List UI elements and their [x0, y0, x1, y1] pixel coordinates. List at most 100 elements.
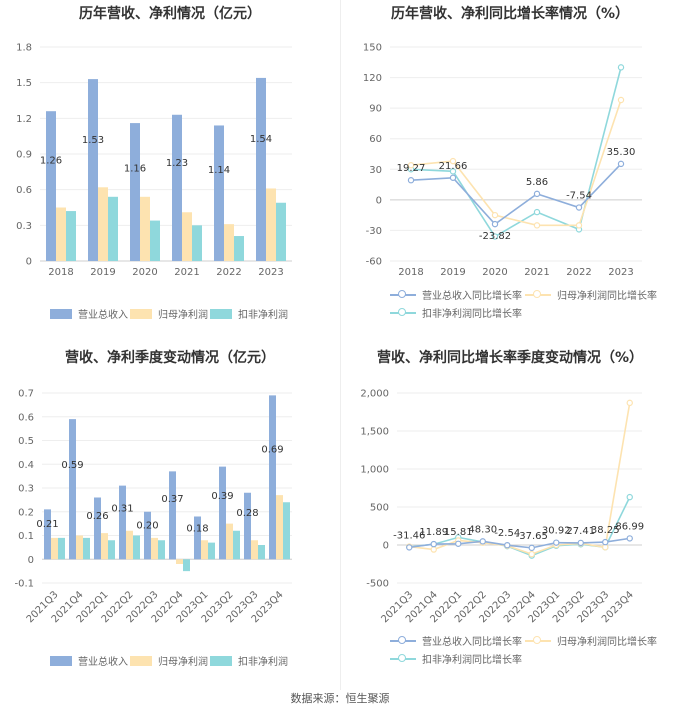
series-line-归母净利润同比增长率 — [410, 99, 622, 227]
series-line-扣非净利润同比增长率 — [410, 67, 622, 238]
bar-扣非净利润 — [66, 211, 76, 261]
x-tick-label: 2019 — [440, 267, 465, 278]
legend-label: 扣非净利润同比增长率 — [422, 309, 522, 320]
y-tick-label: 0.4 — [18, 460, 34, 471]
data-label: 19.27 — [397, 163, 426, 174]
data-label: 35.30 — [607, 147, 636, 158]
y-tick-label: 30 — [369, 165, 382, 176]
series-point-扣非净利润同比增长率 — [491, 233, 499, 240]
data-label: 0.31 — [111, 503, 133, 514]
series-point-营业总收入同比增长率 — [430, 540, 437, 548]
legend-item-revenue-growth: 营业总收入同比增长率 — [390, 287, 522, 302]
y-tick-label: 0 — [383, 541, 389, 552]
series-point-营业总收入同比增长率 — [449, 174, 457, 181]
data-label: 0.21 — [36, 519, 58, 530]
chart-plot: -0.100.10.20.30.40.50.60.72021Q32021Q420… — [14, 389, 292, 625]
legend-item-deducted-profit-growth: 扣非净利润同比增长率 — [390, 651, 522, 666]
bar-营业总收入 — [194, 516, 201, 560]
data-label: -37.65 — [516, 531, 548, 542]
bar-扣非净利润 — [208, 542, 215, 560]
series-point-归母净利润同比增长率 — [407, 162, 415, 169]
bar-营业总收入 — [244, 492, 251, 560]
data-label: 1.14 — [208, 165, 230, 176]
x-tick-label: 2022 — [566, 267, 591, 278]
y-tick-label: 0.6 — [16, 185, 32, 196]
y-tick-label: -30 — [366, 226, 382, 237]
data-label: 0.26 — [86, 511, 108, 522]
data-label: -2.54 — [494, 528, 520, 539]
legend-label: 扣非净利润 — [238, 310, 288, 321]
y-tick-label: 1.5 — [16, 78, 32, 89]
series-point-营业总收入同比增长率 — [617, 160, 625, 168]
bar-营业总收入 — [214, 125, 224, 261]
y-tick-label: 120 — [363, 73, 382, 84]
bar-归母净利润 — [51, 537, 58, 560]
data-label: 1.16 — [124, 163, 146, 174]
legend-swatch — [130, 308, 152, 319]
bar-扣非净利润 — [83, 537, 90, 560]
data-label: 0.59 — [61, 460, 83, 471]
data-label: -31.46 — [393, 530, 425, 541]
data-source-note: 数据来源：恒生聚源 — [290, 692, 390, 705]
bar-归母净利润 — [56, 207, 66, 261]
y-tick-label: 60 — [369, 134, 382, 145]
legend-item-deducted-profit-growth: 扣非净利润同比增长率 — [390, 305, 522, 320]
legend-label: 扣非净利润 — [238, 657, 288, 668]
data-label: 1.26 — [40, 156, 62, 167]
series-point-营业总收入同比增长率 — [528, 544, 535, 552]
y-tick-label: 0.5 — [18, 436, 34, 447]
bar-归母净利润 — [140, 196, 150, 261]
legend-item-net-profit-growth: 归母净利润同比增长率 — [525, 287, 657, 302]
bar-营业总收入 — [256, 77, 266, 262]
series-point-归母净利润同比增长率 — [449, 157, 457, 165]
legend-swatch — [130, 655, 152, 666]
bar-扣非净利润 — [192, 225, 202, 261]
series-line-归母净利润同比增长率 — [409, 402, 631, 555]
bar-扣非净利润 — [233, 530, 240, 560]
data-label: 21.66 — [439, 161, 468, 172]
legend-label: 营业总收入 — [78, 657, 128, 668]
series-point-扣非净利润同比增长率 — [626, 493, 633, 501]
legend-label: 营业总收入同比增长率 — [422, 291, 522, 302]
legend-swatch — [50, 308, 72, 319]
y-tick-label: 0.3 — [18, 484, 34, 495]
data-label: 0.39 — [211, 491, 233, 502]
bar-扣非净利润 — [258, 545, 265, 560]
bar-扣非净利润 — [158, 540, 165, 560]
x-tick-label: 2021 — [524, 267, 549, 278]
series-line-营业总收入同比增长率 — [409, 537, 630, 549]
bar-归母净利润 — [182, 212, 192, 261]
bar-归母净利润 — [276, 495, 283, 560]
chart-title: 营收、净利季度变动情况（亿元） — [65, 350, 275, 366]
chart-title: 历年营收、净利情况（亿元） — [79, 6, 261, 22]
legend-item-net-profit-growth: 归母净利润同比增长率 — [525, 633, 657, 648]
series-point-扣非净利润同比增长率 — [617, 64, 625, 71]
bar-归母净利润 — [151, 537, 158, 560]
series-line-营业总收入同比增长率 — [410, 163, 622, 226]
series-point-营业总收入同比增长率 — [455, 540, 462, 547]
y-tick-label: 0 — [26, 257, 32, 268]
bar-营业总收入 — [269, 395, 276, 560]
data-label: 38.25 — [591, 525, 620, 536]
y-tick-label: 500 — [370, 503, 389, 514]
y-tick-label: 2,000 — [360, 389, 389, 400]
y-tick-label: 1.2 — [16, 114, 32, 125]
data-label: 0.37 — [161, 494, 183, 505]
series-point-营业总收入同比增长率 — [491, 220, 499, 228]
series-point-营业总收入同比增长率 — [575, 204, 583, 211]
data-label: 15.81 — [444, 527, 473, 538]
legend-item-net-profit: 归母净利润 — [130, 306, 208, 321]
bar-扣非净利润 — [58, 537, 65, 560]
series-point-营业总收入同比增长率 — [602, 538, 609, 546]
series-point-营业总收入同比增长率 — [406, 544, 413, 551]
y-tick-label: 1,000 — [360, 465, 389, 476]
bar-营业总收入 — [144, 511, 151, 560]
bar-归母净利润 — [176, 559, 183, 564]
y-tick-label: 0.9 — [16, 150, 32, 161]
data-label: 86.99 — [615, 521, 644, 532]
legend-label: 归母净利润同比增长率 — [557, 637, 657, 648]
series-point-营业总收入同比增长率 — [553, 539, 560, 546]
legend-label: 归母净利润同比增长率 — [557, 291, 657, 302]
bar-扣非净利润 — [108, 196, 118, 261]
legend-swatch — [390, 635, 416, 647]
